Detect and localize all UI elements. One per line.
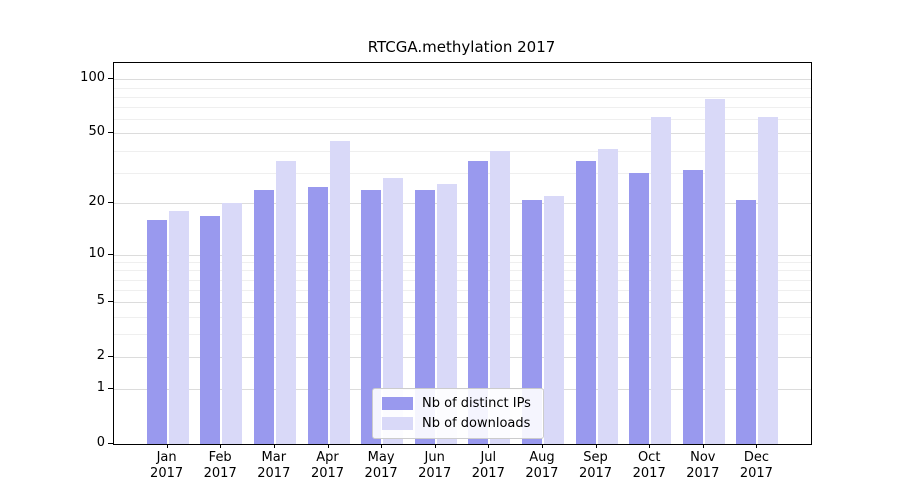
minor-gridline (114, 279, 811, 281)
bar-jul-downloads (490, 150, 511, 444)
y-axis-tick-mark (108, 388, 113, 390)
bar-mar-ips (253, 189, 274, 444)
x-axis-tick-mark (434, 444, 436, 448)
y-axis-tick-mark (108, 78, 113, 80)
x-axis-tick-mark (220, 444, 222, 448)
plot-area (113, 62, 812, 445)
x-axis-tick-label: Dec 2017 (739, 450, 773, 481)
y-axis-tick-label: 1 (96, 380, 105, 396)
y-axis-tick-label: 0 (96, 435, 105, 450)
bar-oct-ips (629, 172, 650, 444)
bar-jun-downloads (436, 183, 457, 444)
y-axis-tick-mark (108, 356, 113, 358)
minor-gridline (114, 316, 811, 318)
x-axis-tick-mark (756, 444, 758, 448)
x-axis-tick-label: Jun 2017 (418, 450, 452, 481)
bar-dec-ips (736, 199, 757, 444)
x-axis-tick-label: Oct 2017 (632, 450, 666, 481)
y-axis-tick-mark (108, 443, 113, 444)
minor-gridline (114, 96, 811, 98)
minor-gridline (114, 334, 811, 336)
x-axis-tick-mark (488, 444, 490, 448)
legend-label: Nb of downloads (422, 416, 531, 431)
y-axis-tick-mark (108, 132, 113, 134)
bar-sep-downloads (597, 148, 618, 444)
y-axis-tick-label: 5 (96, 293, 105, 309)
x-axis-tick-mark (166, 444, 168, 448)
y-axis-tick-label: 2 (96, 348, 105, 364)
y-axis-tick-mark (108, 253, 113, 255)
bar-feb-ips (200, 215, 221, 444)
y-axis-tick-label: 20 (88, 194, 105, 210)
chart-title: RTCGA.methylation 2017 (367, 38, 556, 56)
x-axis-tick-label: Jul 2017 (471, 450, 505, 481)
minor-gridline (114, 150, 811, 152)
bar-jun-ips (414, 189, 435, 444)
x-axis-tick-label: Feb 2017 (203, 450, 237, 481)
x-axis-tick-mark (541, 444, 543, 448)
x-axis-tick-label: Mar 2017 (257, 450, 291, 481)
major-gridline (114, 302, 811, 304)
minor-gridline (114, 270, 811, 272)
y-axis-tick-mark (108, 202, 113, 204)
bar-may-ips (361, 189, 382, 444)
legend-item: Nb of downloads (382, 416, 531, 431)
minor-gridline (114, 290, 811, 292)
bar-oct-downloads (651, 116, 672, 444)
major-gridline (114, 203, 811, 205)
bar-feb-downloads (222, 203, 243, 444)
major-gridline (114, 79, 811, 81)
y-axis-tick-label: 10 (88, 245, 105, 261)
minor-gridline (114, 119, 811, 121)
bar-apr-downloads (329, 141, 350, 444)
x-axis-tick-label: Jan 2017 (150, 450, 184, 481)
bar-apr-ips (307, 186, 328, 444)
x-axis-tick-label: Sep 2017 (578, 450, 613, 481)
bar-jan-ips (146, 220, 167, 444)
x-axis-tick-label: May 2017 (364, 450, 398, 481)
minor-gridline (114, 172, 811, 174)
legend-swatch (382, 417, 413, 430)
minor-gridline (114, 262, 811, 263)
x-axis-tick-mark (702, 444, 704, 448)
bar-jul-ips (468, 160, 489, 444)
x-axis-tick-label: Aug 2017 (525, 450, 559, 481)
y-axis-tick-mark (108, 301, 113, 303)
x-axis-tick-mark (273, 444, 275, 448)
y-axis-tick-label: 50 (88, 124, 105, 140)
minor-gridline (114, 107, 811, 109)
x-axis-tick-mark (649, 444, 651, 448)
bar-may-downloads (383, 177, 404, 444)
x-axis-tick-mark (381, 444, 383, 448)
legend-swatch (382, 397, 413, 410)
bar-dec-downloads (758, 116, 779, 444)
legend-item: Nb of distinct IPs (382, 396, 531, 411)
major-gridline (114, 357, 811, 359)
bar-sep-ips (575, 160, 596, 444)
major-gridline (114, 133, 811, 135)
x-axis-tick-label: Apr 2017 (310, 450, 345, 481)
bar-aug-ips (521, 199, 542, 444)
legend: Nb of distinct IPs Nb of downloads (372, 388, 544, 439)
x-axis-tick-mark (595, 444, 597, 448)
bar-nov-ips (682, 170, 703, 444)
y-axis-tick-label: 100 (80, 70, 105, 86)
x-axis-tick-label: Nov 2017 (686, 450, 720, 481)
minor-gridline (114, 87, 811, 89)
bar-jan-downloads (168, 211, 189, 444)
legend-label: Nb of distinct IPs (422, 396, 531, 411)
bar-aug-downloads (543, 196, 564, 444)
major-gridline (114, 254, 811, 256)
bar-mar-downloads (275, 160, 296, 444)
bar-nov-downloads (704, 98, 725, 444)
x-axis-tick-mark (327, 444, 329, 448)
